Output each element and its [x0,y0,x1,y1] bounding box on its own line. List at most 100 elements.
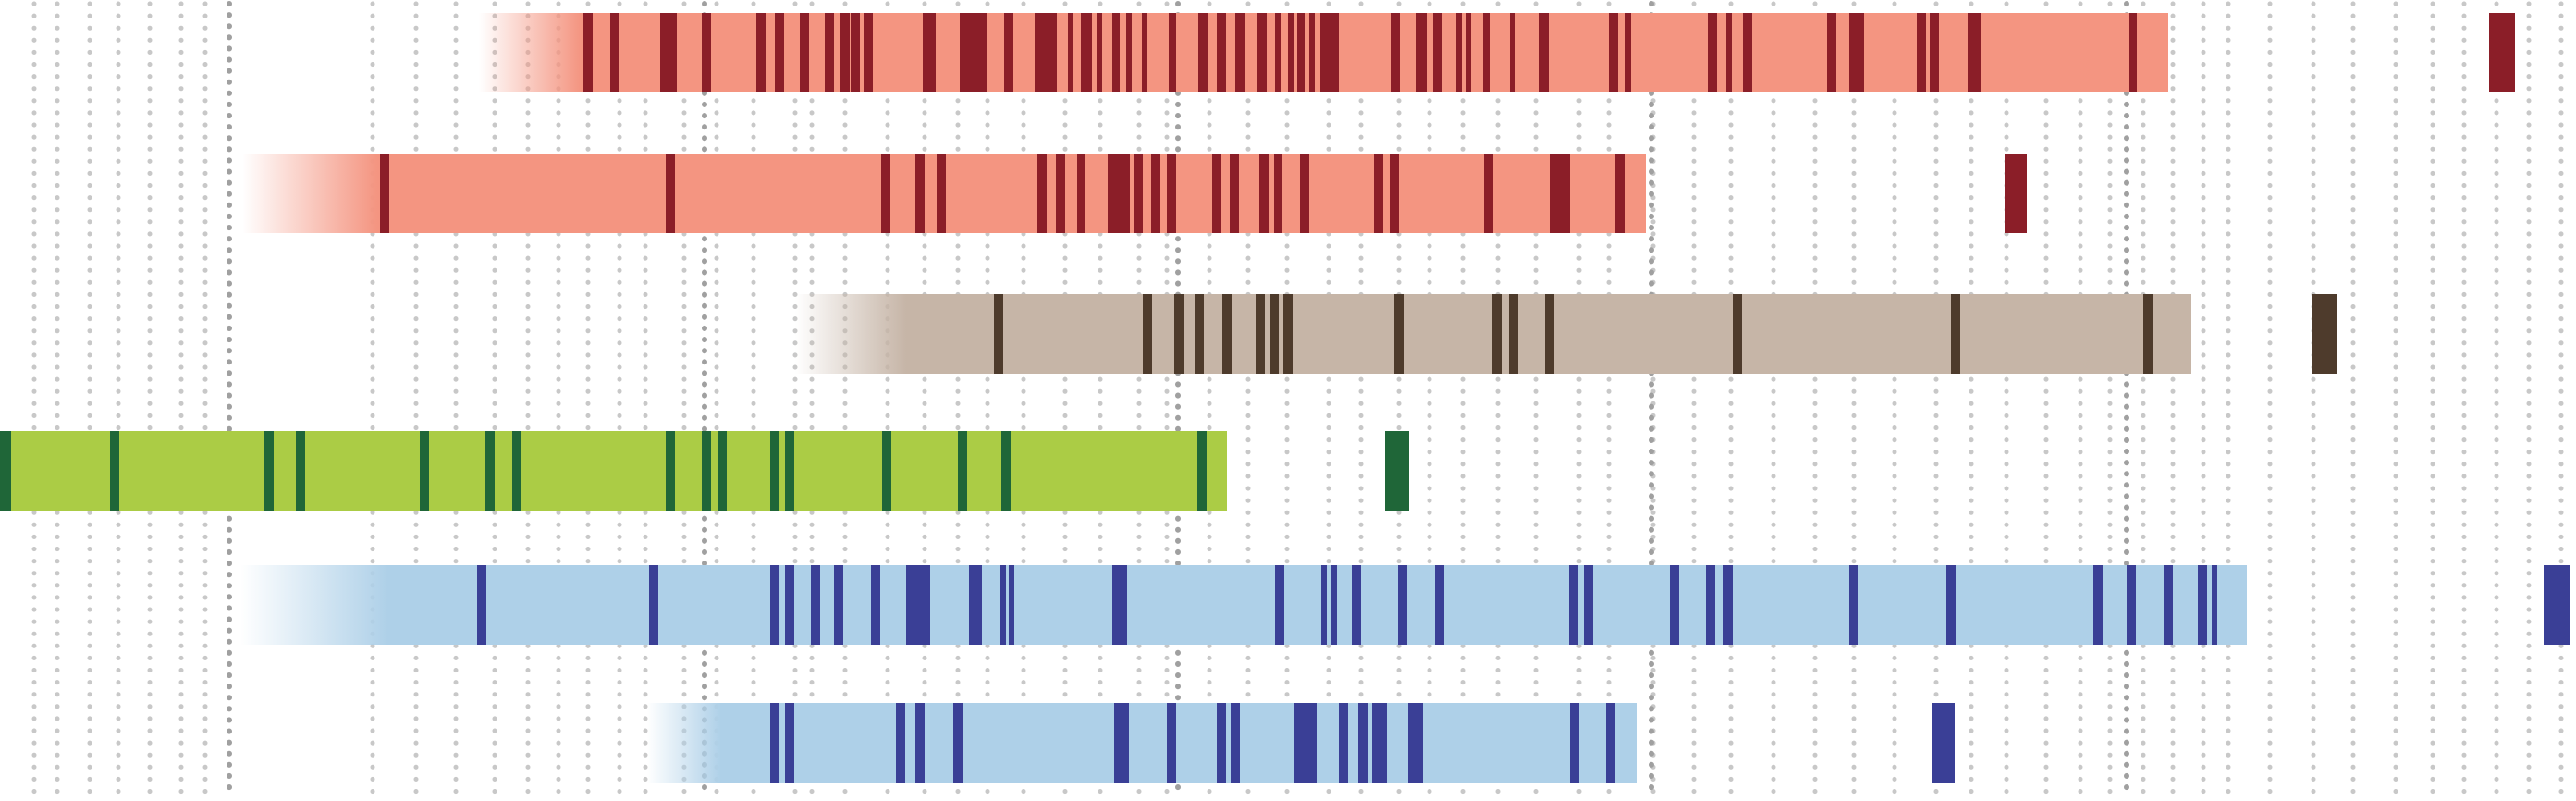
track-mark [1466,13,1471,92]
track-mark [1849,565,1858,645]
track-mark [1670,565,1679,645]
track-mark [1112,565,1127,645]
track-mark [583,13,593,92]
track-mark [1484,154,1493,233]
track-mark [770,565,779,645]
track-mark [1606,703,1615,783]
track-mark [1283,294,1293,374]
track-mark [1510,13,1515,92]
track-mark [1743,13,1752,92]
track-mark [1321,565,1327,645]
track-mark [702,431,711,511]
red-track-1 [479,13,2515,92]
track-mark [1398,565,1407,645]
track-bar [0,431,1227,511]
track-mark [1217,13,1226,92]
track-mark [923,13,936,92]
track-mark [834,565,843,645]
track-mark [1217,703,1226,783]
track-mark [825,13,834,92]
track-mark [1391,13,1400,92]
grid-lines [31,1,2564,800]
track-mark [1309,13,1315,92]
blue-track-1 [240,565,2570,645]
track-mark [2212,565,2217,645]
track-mark [1274,154,1282,233]
track-mark [2127,565,2136,645]
track-mark [1733,294,1742,374]
track-mark [1394,294,1404,374]
track-mark [994,294,1003,374]
outlier-mark [2489,13,2515,92]
track-mark [871,565,880,645]
track-mark [1197,431,1207,511]
track-mark [110,431,119,511]
outlier-mark [2312,294,2337,374]
track-mark [1569,565,1578,645]
tracks [0,13,2570,783]
track-mark [1339,703,1348,783]
track-mark [2143,294,2153,374]
track-mark [1259,154,1269,233]
track-mark [1390,154,1399,233]
track-mark [1270,294,1279,374]
track-mark [477,565,486,645]
track-mark [785,703,794,783]
track-mark [1408,703,1423,783]
track-mark [785,431,794,511]
track-mark [1294,703,1317,783]
track-mark [1222,294,1232,374]
track-mark [1726,13,1732,92]
outlier-mark [2005,154,2027,233]
track-mark [1492,294,1502,374]
track-mark [958,431,967,511]
track-mark [1917,13,1926,92]
track-mark [1235,13,1245,92]
track-mark [512,431,521,511]
track-mark [649,565,658,645]
track-mark [1300,154,1309,233]
track-mark [1112,13,1120,92]
track-mark [610,13,619,92]
track-mark [1134,154,1143,233]
track-mark [1584,565,1593,645]
track-mark [1037,154,1047,233]
track-mark [1108,154,1130,233]
track-mark [1035,13,1057,92]
track-mark [1001,431,1011,511]
track-mark [1288,13,1294,92]
track-mark [882,431,891,511]
track-bar [240,565,2247,645]
track-mark [1968,13,1977,92]
track-mark [1275,13,1281,92]
track-mark [2198,565,2207,645]
outlier-mark [1932,703,1955,783]
track-mark [1435,565,1444,645]
track-mark [1946,565,1956,645]
track-mark [1004,13,1013,92]
track-mark [864,13,873,92]
track-mark [2093,565,2103,645]
track-mark [785,565,794,645]
track-mark [1081,13,1092,92]
track-mark [811,565,820,645]
track-mark [851,13,860,92]
outlier-mark [2544,565,2570,645]
track-mark [666,154,675,233]
track-mark [1723,565,1733,645]
track-mark [666,431,675,511]
blue-track-2 [647,703,1955,783]
track-mark [1068,13,1073,92]
track-mark [1433,13,1442,92]
track-mark [1000,565,1006,645]
track-mark [1930,13,1939,92]
track-mark [1167,154,1176,233]
track-mark [1212,154,1221,233]
track-mark [756,13,766,92]
track-mark [1126,13,1132,92]
track-mark [1951,294,1960,374]
track-mark [1416,13,1427,92]
track-mark [1374,154,1383,233]
